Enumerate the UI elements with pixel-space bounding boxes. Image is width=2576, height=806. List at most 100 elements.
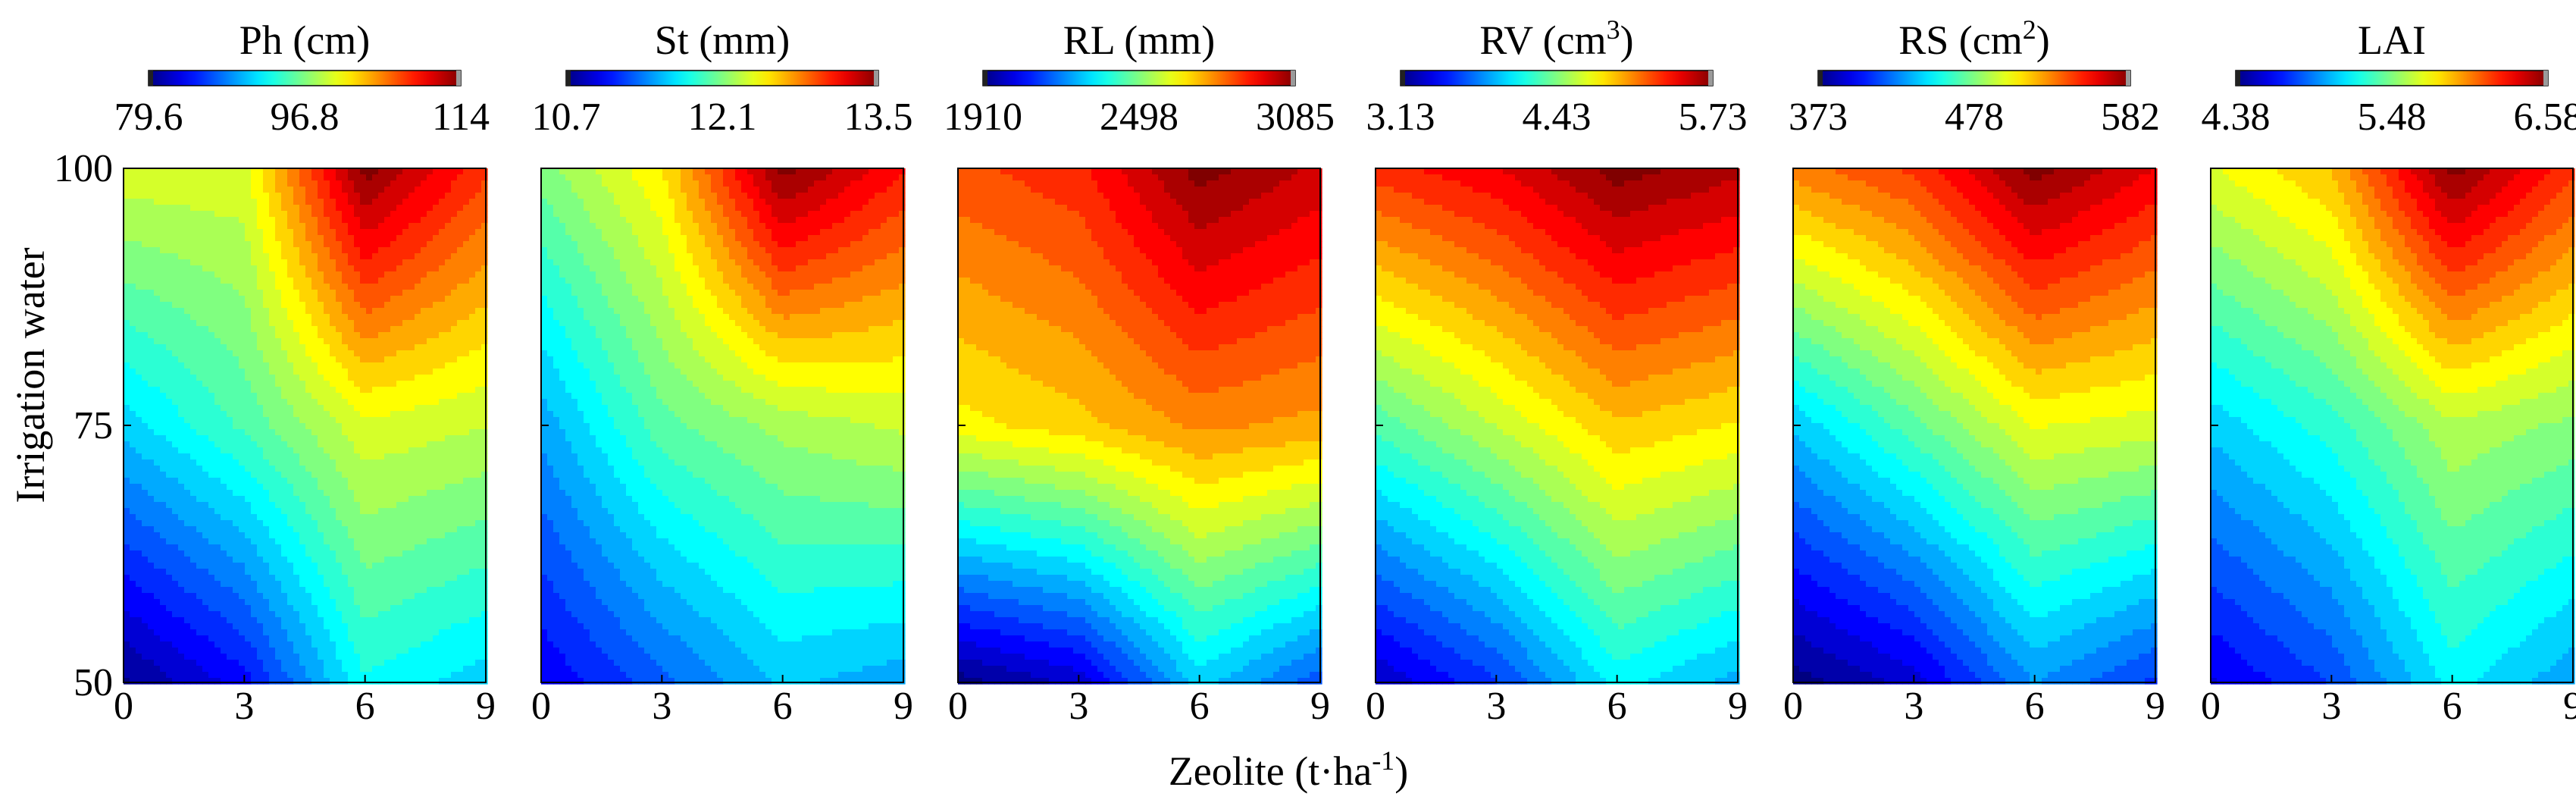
heatmap-cell (342, 259, 349, 266)
heatmap-cell (299, 587, 306, 594)
heatmap-cell (190, 617, 197, 624)
heatmap-cell (439, 508, 446, 515)
heatmap-cell (463, 296, 470, 303)
heatmap-cell (311, 617, 318, 624)
heatmap-cell (245, 302, 252, 309)
heatmap-cell (311, 393, 318, 400)
heatmap-cell (451, 405, 458, 412)
heatmap-cell (227, 326, 233, 333)
heatmap-cell (214, 648, 221, 654)
heatmap-cell (239, 520, 246, 527)
heatmap-cell (166, 660, 173, 666)
heatmap-cell (263, 247, 270, 254)
heatmap-cell (451, 593, 458, 600)
heatmap-cell (227, 193, 233, 199)
heatmap-cell (269, 168, 276, 175)
heatmap-cell (124, 666, 130, 673)
heatmap-cell (318, 284, 324, 290)
heatmap-cell (269, 265, 276, 272)
heatmap-cell (348, 532, 355, 539)
heatmap-cell (190, 550, 197, 557)
heatmap-cell (124, 411, 130, 418)
heatmap-cell (130, 332, 136, 339)
heatmap-cell (257, 265, 264, 272)
heatmap-cell (318, 502, 324, 509)
heatmap-cell (142, 514, 149, 521)
heatmap-cell (148, 635, 155, 642)
heatmap-cell (408, 635, 415, 642)
heatmap-cell (233, 520, 239, 527)
heatmap-cell (269, 193, 276, 199)
heatmap-cell (124, 484, 130, 491)
heatmap-cell (481, 369, 488, 375)
heatmap-cell (287, 569, 294, 575)
heatmap-cell (354, 550, 361, 557)
heatmap-cell (366, 302, 373, 309)
heatmap-cell (233, 247, 239, 254)
heatmap-cell (214, 344, 221, 351)
heatmap-cell (451, 168, 458, 175)
heatmap-cell (239, 381, 246, 387)
heatmap-cell (439, 660, 446, 666)
heatmap-cell (130, 484, 136, 491)
heatmap-cell (469, 229, 476, 236)
heatmap-cell (451, 453, 458, 460)
heatmap-cell (172, 338, 179, 345)
heatmap-cell (396, 563, 403, 569)
heatmap-cell (433, 466, 440, 472)
heatmap-cell (142, 211, 149, 218)
heatmap-cell (275, 514, 282, 521)
heatmap-cell (136, 193, 142, 199)
heatmap-cell (305, 314, 312, 321)
heatmap-cell (439, 271, 446, 278)
heatmap-cell (263, 405, 270, 412)
heatmap-cell (408, 399, 415, 406)
heatmap-cell (214, 265, 221, 272)
heatmap-cell (408, 174, 415, 181)
heatmap-cell (481, 648, 488, 654)
heatmap-cell (239, 405, 246, 412)
heatmap-cell (330, 411, 336, 418)
heatmap-cell (481, 180, 488, 187)
heatmap-cell (348, 362, 355, 369)
heatmap-cell (354, 199, 361, 205)
heatmap-cell (360, 265, 367, 272)
heatmap-cell (421, 447, 427, 454)
heatmap-cell (360, 193, 367, 199)
heatmap-cell (318, 520, 324, 527)
heatmap-cell (421, 302, 427, 309)
heatmap-cell (354, 447, 361, 454)
heatmap-cell (263, 381, 270, 387)
heatmap-cell (299, 666, 306, 673)
heatmap-cell (342, 472, 349, 478)
heatmap-cell (469, 290, 476, 296)
heatmap-cell (148, 520, 155, 527)
heatmap-cell (172, 193, 179, 199)
heatmap-cell (166, 308, 173, 315)
heatmap-cell (293, 453, 300, 460)
heatmap-cell (469, 581, 476, 588)
heatmap-cell (408, 290, 415, 296)
heatmap-cell (415, 247, 421, 254)
heatmap-cell (148, 550, 155, 557)
heatmap-cell (311, 472, 318, 478)
heatmap-cell (402, 356, 409, 363)
heatmap-cell (336, 362, 343, 369)
heatmap-cell (318, 174, 324, 181)
heatmap-cell (402, 629, 409, 636)
heatmap-cell (475, 223, 482, 230)
heatmap-cell (402, 648, 409, 654)
heatmap-cell (481, 447, 488, 454)
heatmap-cell (251, 557, 258, 563)
heatmap-cell (360, 526, 367, 533)
heatmap-cell (451, 544, 458, 551)
heatmap-cell (348, 635, 355, 642)
heatmap-cell (354, 648, 361, 654)
heatmap-cell (445, 526, 452, 533)
heatmap-cell (287, 575, 294, 582)
heatmap-cell (330, 168, 336, 175)
heatmap-cell (178, 447, 185, 454)
heatmap-cell (360, 229, 367, 236)
heatmap-cell (214, 387, 221, 394)
heatmap-cell (136, 502, 142, 509)
